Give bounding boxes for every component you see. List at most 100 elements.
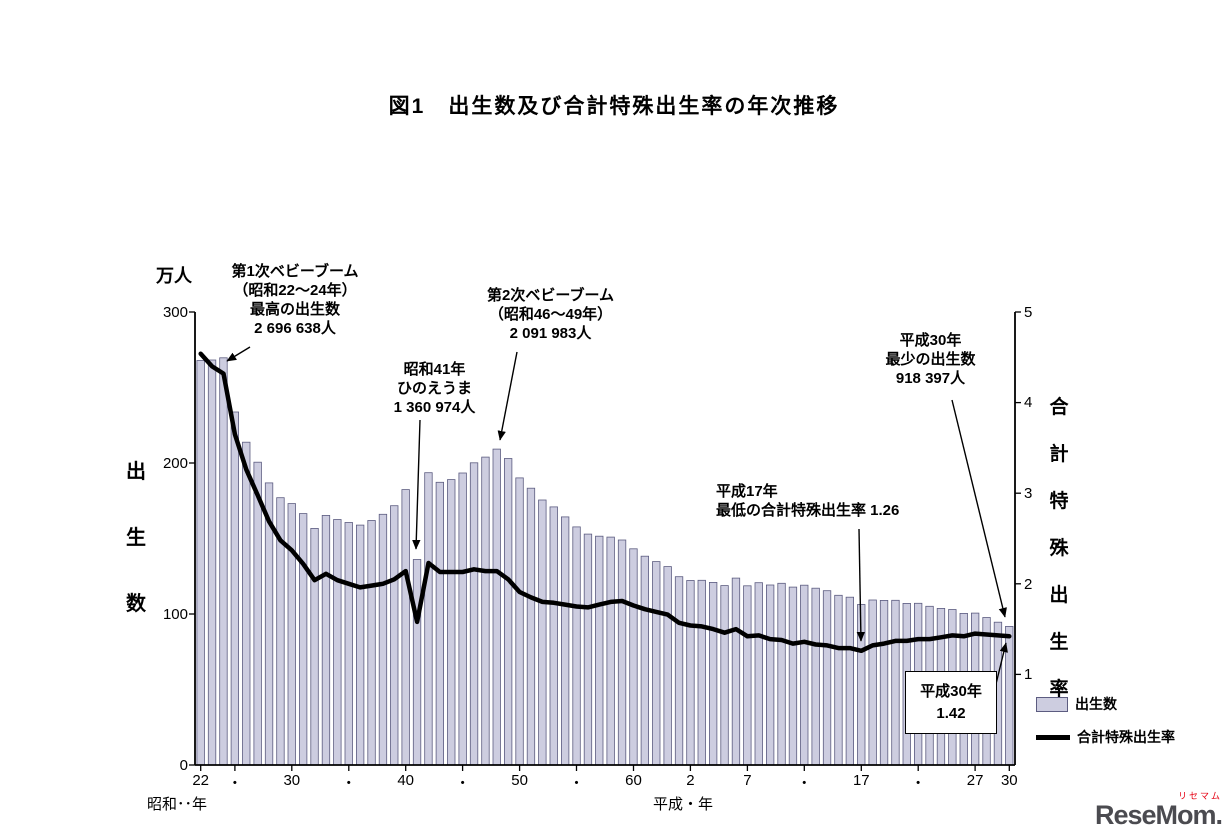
birth-bar xyxy=(390,505,399,766)
annotation-arrow xyxy=(226,346,251,362)
birth-bar xyxy=(207,359,217,766)
birth-bar xyxy=(652,561,661,766)
birth-bar xyxy=(788,586,798,766)
y2-axis-tick-label: 2 xyxy=(1024,576,1033,593)
birth-bar xyxy=(629,548,638,766)
birth-bar xyxy=(766,584,775,766)
annotation-first-baby-boom: 第1次ベビーブーム （昭和22～24年） 最高の出生数 2 696 638人 xyxy=(205,262,385,338)
birth-bar xyxy=(230,411,240,766)
annotation-line: 第1次ベビーブーム xyxy=(231,263,359,280)
birth-bar xyxy=(412,559,422,766)
x-tick-label: 50 xyxy=(511,772,528,789)
birth-bar xyxy=(481,456,490,766)
x-tick-label: ・ xyxy=(796,775,812,792)
birth-bar xyxy=(640,555,649,766)
birth-bar xyxy=(447,479,456,766)
birth-bar xyxy=(310,528,319,766)
birth-bar xyxy=(401,489,410,766)
x-tick-label: 7 xyxy=(743,772,752,789)
annotation-line: 平成30年 xyxy=(899,332,962,349)
birth-bar xyxy=(344,522,353,766)
birth-bar xyxy=(663,566,672,766)
birth-bar xyxy=(720,585,729,766)
birth-bar xyxy=(879,600,889,766)
annotation-line: 平成30年 xyxy=(920,683,982,700)
birth-bar xyxy=(777,582,786,766)
y2-axis-tick-label: 5 xyxy=(1024,304,1033,321)
birth-bar xyxy=(355,524,365,766)
x-tick-label: 27 xyxy=(966,772,984,789)
axis-title-char: 生 xyxy=(126,527,146,549)
birth-bar xyxy=(253,461,262,766)
y2-axis-tick-label: 3 xyxy=(1024,485,1033,502)
x-tick-label: 17 xyxy=(852,772,870,789)
annotation-line: 昭和41年 xyxy=(403,361,466,378)
axis-title-char: 計 xyxy=(1049,444,1069,465)
legend-item-tfr: 合計特殊出生率 xyxy=(1036,727,1175,747)
y-axis-tick-label: 200 xyxy=(162,455,188,472)
axis-title-char: 殊 xyxy=(1049,538,1069,559)
birth-bar xyxy=(458,472,467,766)
era-label-heisei: 平成・年 xyxy=(653,796,714,813)
birth-bar xyxy=(469,462,479,766)
y-axis-tick-label: 100 xyxy=(162,606,188,623)
y2-axis-tick-label: 4 xyxy=(1024,394,1033,411)
birth-bar xyxy=(834,594,843,766)
annotation-arrow xyxy=(497,351,518,441)
x-tick-label: 2 xyxy=(686,772,695,789)
birth-bar xyxy=(822,590,832,766)
birth-bar xyxy=(754,582,763,766)
annotation-min-births: 平成30年 最少の出生数 918 397人 xyxy=(858,331,1003,388)
birth-bar xyxy=(697,579,706,766)
axis-title-char: 出 xyxy=(1049,585,1069,606)
birth-bar xyxy=(709,582,718,766)
birth-bar xyxy=(503,458,513,766)
axis-title-char: 出 xyxy=(126,461,146,483)
birth-bar xyxy=(538,499,547,766)
birth-bar xyxy=(891,599,900,766)
x-tick-label: 60 xyxy=(625,772,642,789)
annotation-arrow xyxy=(951,399,1007,618)
annotation-arrow xyxy=(856,528,866,642)
birth-bar xyxy=(686,580,695,766)
x-tick-label: ・ xyxy=(341,775,357,792)
annotation-min-tfr: 平成17年 最低の合計特殊出生率 1.26 xyxy=(716,482,961,520)
annotation-line: 最少の出生数 xyxy=(885,351,976,368)
birth-bar xyxy=(242,441,251,766)
axis-title-char: 数 xyxy=(126,593,146,615)
annotation-line: 918 397人 xyxy=(895,370,966,387)
birth-bar xyxy=(492,448,501,766)
birth-bar xyxy=(298,513,308,766)
birth-bar xyxy=(424,472,433,766)
birth-bar xyxy=(811,587,820,766)
legend-label: 合計特殊出生率 xyxy=(1077,729,1175,745)
x-tick-label: 40 xyxy=(397,772,415,789)
watermark-wordmark: ReseMom. xyxy=(1094,800,1223,830)
birth-bar xyxy=(333,519,342,766)
x-tick-label: ・ xyxy=(455,775,471,792)
annotation-line: （昭和46～49年） xyxy=(488,306,613,323)
annotation-hinoeuma: 昭和41年 ひのえうま 1 360 974人 xyxy=(372,360,497,417)
annotation-arrow xyxy=(995,642,1008,685)
x-tick-label: 30 xyxy=(283,772,301,789)
watermark-subtext: リセマム xyxy=(1177,791,1222,801)
annotation-line: 1 360 974人 xyxy=(393,399,476,416)
birth-bar xyxy=(435,481,445,766)
axis-title-char: 特 xyxy=(1049,491,1069,512)
x-tick-label: 30 xyxy=(1000,772,1018,789)
annotation-line: 1.42 xyxy=(936,705,966,722)
annotation-line: ひのえうま xyxy=(396,380,472,397)
x-tick-label: 22 xyxy=(192,772,210,789)
birth-bar xyxy=(572,526,581,766)
bar-swatch-icon xyxy=(1036,696,1068,712)
legend-item-births: 出生数 xyxy=(1036,694,1175,714)
birth-bar xyxy=(583,533,593,766)
birth-bar xyxy=(868,599,877,766)
birth-bar xyxy=(845,596,854,766)
x-tick-label: ・ xyxy=(227,775,243,792)
birth-bar xyxy=(617,539,627,766)
birth-bar xyxy=(367,520,376,766)
birth-bar xyxy=(674,576,684,766)
x-tick-label: ・ xyxy=(910,775,926,792)
legend-label: 出生数 xyxy=(1075,696,1117,712)
